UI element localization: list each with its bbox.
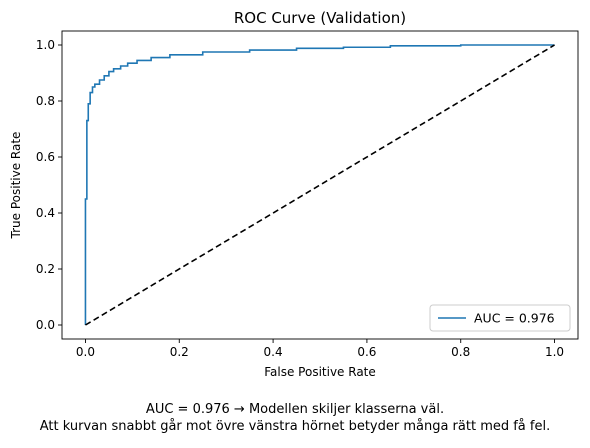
y-tick-label: 0.6 — [36, 150, 55, 164]
y-tick-label: 1.0 — [36, 38, 55, 52]
x-tick-label: 0.2 — [170, 345, 189, 359]
x-tick-label: 1.0 — [545, 345, 564, 359]
roc-series-line — [84, 44, 555, 325]
chart-title: ROC Curve (Validation) — [234, 9, 406, 27]
legend: AUC = 0.976 — [429, 304, 571, 332]
x-tick-label: 0.0 — [76, 345, 95, 359]
diagonal-reference-line — [85, 44, 555, 326]
y-axis-label: True Positive Rate — [9, 132, 23, 240]
caption-line-1: AUC = 0.976 → Modellen skiljer klasserna… — [145, 402, 445, 417]
caption-line-2: Att kurvan snabbt går mot övre vänstra h… — [39, 419, 551, 434]
legend-box — [429, 304, 571, 332]
y-tick-label: 0.8 — [36, 94, 55, 108]
x-tick-label: 0.8 — [451, 345, 470, 359]
axes-frame — [61, 30, 579, 340]
x-axis-label: False Positive Rate — [264, 365, 376, 379]
y-tick-label: 0.4 — [36, 206, 55, 220]
axes: 0.0 0.2 0.4 0.6 0.8 1.0 0.0 0.2 0.4 0.6 0.8 1.0 — [36, 30, 579, 359]
plot-area — [84, 44, 555, 326]
x-tick-label: 0.4 — [264, 345, 283, 359]
legend-label: AUC = 0.976 — [474, 311, 555, 326]
x-tick-label: 0.6 — [357, 345, 376, 359]
roc-chart: ROC Curve (Validation) 0.0 0.2 0.4 0.6 0.8 1.… — [9, 9, 579, 379]
y-tick-label: 0.0 — [36, 318, 55, 332]
y-tick-label: 0.2 — [36, 262, 55, 276]
